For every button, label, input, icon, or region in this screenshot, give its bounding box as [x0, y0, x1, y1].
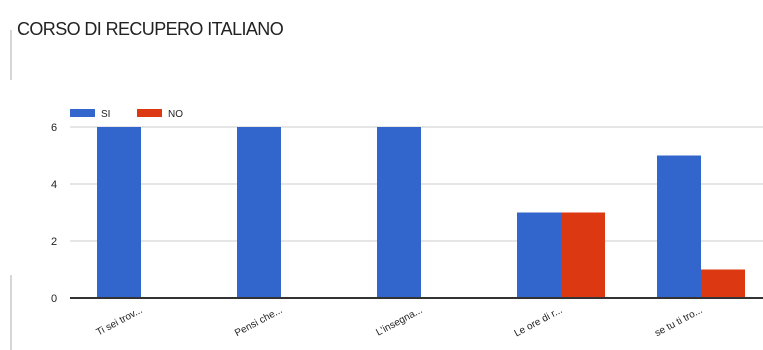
- y-axis: 0 2 4 6: [51, 122, 57, 305]
- bar-si-2: [377, 127, 421, 298]
- left-rule-lower: [10, 275, 12, 350]
- bar-no-4: [701, 269, 745, 298]
- x-tick-label: Pensi che...: [233, 305, 284, 339]
- x-tick-label: Ti sei trov...: [95, 305, 145, 338]
- y-tick-label: 6: [51, 122, 57, 134]
- legend-swatch-si: [70, 109, 95, 117]
- x-tick-label: Le ore di r...: [513, 305, 565, 340]
- x-tick-label: L'insegna...: [374, 305, 424, 339]
- bar-si-1: [237, 127, 281, 298]
- y-tick-label: 4: [51, 179, 57, 191]
- x-axis: Ti sei trov... Pensi che... L'insegna... Le…: [70, 297, 763, 340]
- bars: [97, 127, 745, 298]
- chart-title: CORSO DI RECUPERO ITALIANO: [17, 19, 284, 39]
- bar-si-3: [517, 212, 561, 298]
- legend-swatch-no: [137, 109, 162, 117]
- legend-label-no: NO: [168, 109, 183, 120]
- x-tick-label: se tu ti tro...: [653, 305, 704, 339]
- legend: SI NO: [70, 109, 183, 120]
- legend-label-si: SI: [101, 109, 110, 120]
- y-tick-label: 2: [51, 236, 57, 248]
- y-tick-label: 0: [51, 293, 57, 305]
- bar-si-0: [97, 127, 141, 298]
- bar-si-4: [657, 155, 701, 298]
- left-rule: [10, 30, 12, 80]
- bar-no-3: [561, 212, 605, 298]
